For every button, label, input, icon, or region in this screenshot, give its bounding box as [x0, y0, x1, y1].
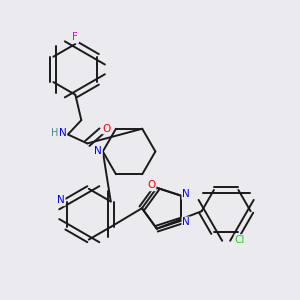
Text: Cl: Cl [235, 235, 245, 245]
Text: N: N [182, 189, 190, 199]
Text: O: O [147, 180, 155, 190]
Text: O: O [103, 124, 111, 134]
Text: H: H [51, 128, 59, 138]
Text: N: N [94, 146, 102, 156]
Text: N: N [57, 195, 65, 205]
Text: N: N [58, 128, 66, 138]
Text: F: F [72, 32, 78, 42]
Text: N: N [182, 218, 190, 227]
